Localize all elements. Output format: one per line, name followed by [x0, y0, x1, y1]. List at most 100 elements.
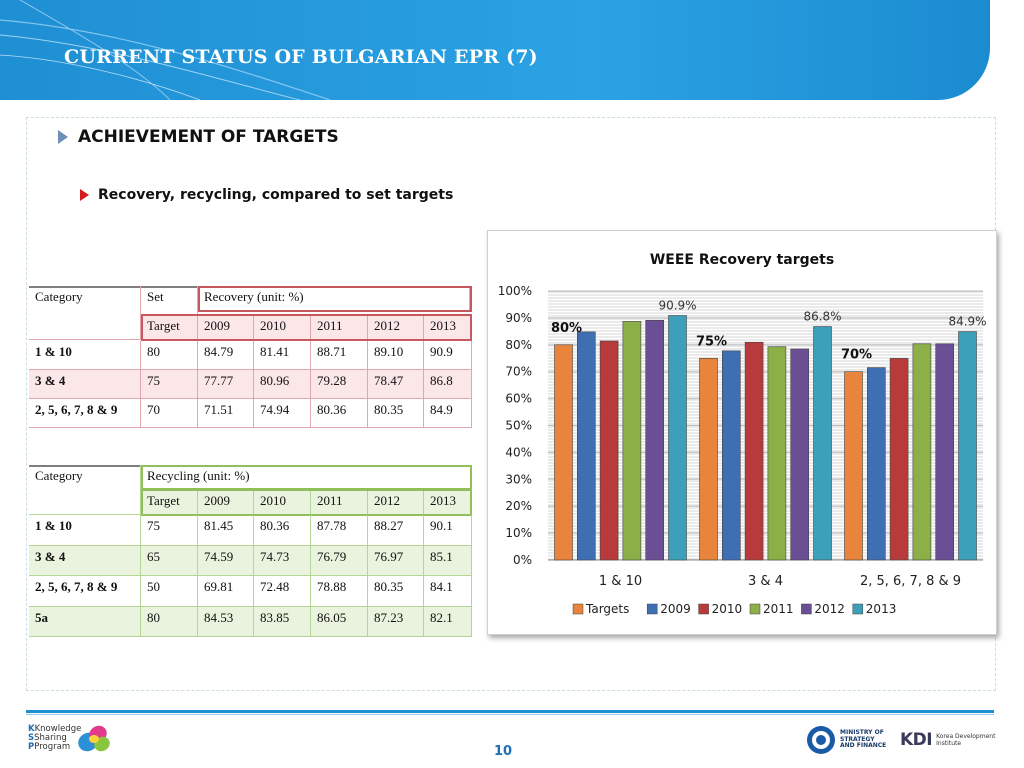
table-row-category: 1 & 10: [29, 341, 141, 370]
data-label: 90.9%: [658, 298, 696, 312]
table-cell-value: 82.1: [424, 607, 472, 637]
table-header-set: Set: [141, 286, 198, 315]
legend-label: Targets: [585, 602, 629, 616]
table-cell-target: 80: [141, 341, 198, 370]
ministry-emblem-icon: [807, 726, 835, 754]
table-cell-value: 88.27: [368, 515, 424, 546]
table-header-target: Target: [141, 490, 198, 515]
table-cell-value: 81.41: [254, 341, 311, 370]
y-tick-label: 60%: [505, 392, 532, 406]
section-subheading-text: Recovery, recycling, compared to set tar…: [98, 187, 454, 203]
table-header-year: 2010: [254, 490, 311, 515]
bar-2010: [744, 341, 764, 561]
table-cell-target: 65: [141, 546, 198, 576]
table-cell-value: 74.94: [254, 399, 311, 428]
section-subheading: Recovery, recycling, compared to set tar…: [80, 187, 453, 203]
legend-label: 2013: [866, 602, 897, 616]
table-cell-value: 90.1: [424, 515, 472, 546]
bar-2010: [889, 358, 909, 561]
table-header-category: Category: [29, 286, 141, 340]
bar-2013: [958, 331, 977, 561]
table-cell-value: 86.05: [311, 607, 368, 637]
table-cell-value: 81.45: [198, 515, 254, 546]
table-header-year: 2013: [424, 490, 472, 515]
bar-2009: [577, 331, 596, 561]
table-row-category: 2, 5, 6, 7, 8 & 9: [29, 399, 141, 428]
y-tick-label: 30%: [505, 472, 532, 486]
kdi-mark: KDI: [900, 730, 933, 750]
table-cell-value: 84.79: [198, 341, 254, 370]
table-row-category: 5a: [29, 607, 141, 637]
table-cell-value: 80.35: [368, 576, 424, 607]
bar-targets: [844, 371, 863, 561]
ministry-logo: MINISTRY OF STRATEGY AND FINANCE: [806, 725, 886, 755]
table-header-year: 2010: [254, 315, 311, 340]
legend-swatch: [749, 603, 761, 615]
bar-2013: [813, 326, 832, 561]
table-cell-value: 74.59: [198, 546, 254, 576]
kdi-line: Institute: [936, 740, 962, 747]
triangle-bullet-icon: [58, 130, 68, 144]
bar-2011: [912, 343, 932, 561]
x-tick-label: 3 & 4: [748, 574, 783, 589]
data-label: 86.8%: [803, 310, 841, 324]
legend-swatch: [698, 603, 709, 615]
table-header-year: 2012: [368, 490, 424, 515]
ksp-logo: [78, 725, 110, 752]
legend-swatch: [852, 603, 864, 615]
table-cell-value: 87.23: [368, 607, 424, 637]
table-header-year: 2013: [424, 315, 472, 340]
y-tick-label: 50%: [505, 419, 532, 433]
y-tick-label: 40%: [505, 445, 532, 459]
bar-2009: [866, 367, 886, 561]
header-swoosh-decoration: [0, 0, 331, 100]
table-cell-value: 72.48: [254, 576, 311, 607]
table-header-category: Category: [29, 465, 141, 515]
kdi-logo: KDI Korea Development Institute: [900, 730, 995, 750]
slide-header: CURRENT STATUS OF BULGARIAN EPR (7): [0, 0, 990, 100]
table-cell-value: 71.51: [198, 399, 254, 428]
table-header-year: 2011: [311, 490, 368, 515]
bar-2011: [622, 321, 642, 561]
table-cell-value: 87.78: [311, 515, 368, 546]
table-cell-target: 50: [141, 576, 198, 607]
section-heading-text: ACHIEVEMENT OF TARGETS: [78, 127, 339, 147]
legend-label: 2009: [660, 602, 691, 616]
section-heading: ACHIEVEMENT OF TARGETS: [58, 127, 339, 147]
table-cell-value: 77.77: [198, 370, 254, 399]
bar-2012: [645, 320, 664, 561]
table-cell-value: 80.36: [311, 399, 368, 428]
slide-title: CURRENT STATUS OF BULGARIAN EPR (7): [64, 46, 538, 68]
legend-label: 2011: [763, 602, 794, 616]
recovery-bar-chart: WEEE Recovery targets 0% 10% 20% 30% 40% 50% 60…: [498, 252, 987, 616]
table-row-category: 2, 5, 6, 7, 8 & 9: [29, 576, 141, 607]
table-cell-value: 83.85: [254, 607, 311, 637]
ministry-line: MINISTRY OF: [840, 729, 884, 737]
page-number: 10: [494, 744, 513, 759]
y-tick-label: 10%: [505, 526, 532, 540]
table-cell-value: 86.8: [424, 370, 472, 399]
y-tick-label: 80%: [505, 338, 532, 352]
table-cell-value: 74.73: [254, 546, 311, 576]
table-row-category: 1 & 10: [29, 515, 141, 546]
bar-2013: [668, 315, 687, 561]
footer-divider-thin: [26, 714, 994, 715]
table-row-category: 3 & 4: [29, 370, 141, 399]
bar-2012: [790, 348, 810, 561]
table-cell-value: 80.35: [368, 399, 424, 428]
table-cell-value: 84.9: [424, 399, 472, 428]
table-cell-value: 78.47: [368, 370, 424, 399]
knowledge-sharing-program-text: KKnowledge SSharing PProgram: [28, 724, 82, 752]
y-tick-label: 20%: [505, 499, 532, 513]
bar-targets: [699, 357, 718, 561]
kdi-line: Korea Development: [936, 733, 996, 740]
table-cell-value: 76.97: [368, 546, 424, 576]
y-tick-label: 70%: [505, 365, 532, 379]
legend-swatch: [801, 603, 812, 615]
ministry-line: AND FINANCE: [840, 742, 887, 750]
data-label: 75%: [696, 334, 727, 349]
table-row-category: 3 & 4: [29, 546, 141, 576]
table-cell-value: 69.81: [198, 576, 254, 607]
ministry-line: STRATEGY: [840, 735, 875, 743]
table-cell-value: 79.28: [311, 370, 368, 399]
